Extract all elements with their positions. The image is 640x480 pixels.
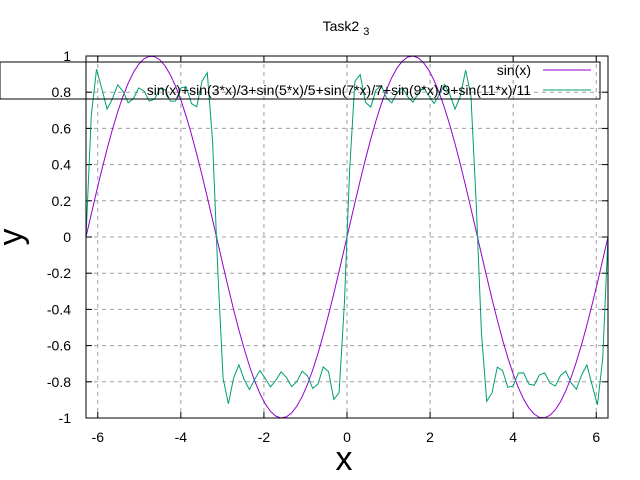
series-layer: [85, 55, 609, 419]
x-tick-label: -4: [175, 429, 188, 445]
y-tick-label: 0.2: [52, 193, 72, 209]
chart-title: Task2 3: [323, 18, 370, 38]
y-axis-label: y: [0, 229, 30, 246]
grid-lines: [86, 56, 608, 418]
x-axis-label: x: [336, 440, 353, 478]
y-tick-label: -0.8: [47, 374, 71, 390]
plot-frame: [85, 55, 609, 419]
y-axis-ticks: -1 -0.8 -0.6 -0.4 -0.2 0 0.2 0.4 0.6 0.8 1: [47, 48, 608, 426]
y-tick-label: -0.6: [47, 338, 71, 354]
y-tick-label: -0.2: [47, 265, 71, 281]
x-tick-label: 4: [509, 429, 517, 445]
y-tick-label: 0.4: [52, 157, 72, 173]
legend-label-2: sin(x)+sin(3*x)/3+sin(5*x)/5+sin(7*x)/7+…: [147, 82, 531, 98]
legend: sin(x) sin(x)+sin(3*x)/3+sin(5*x)/5+sin(7…: [0, 61, 601, 100]
y-tick-label: -0.4: [47, 301, 71, 317]
y-tick-label: 0.8: [52, 84, 72, 100]
x-tick-label: -6: [92, 429, 105, 445]
x-tick-label: 6: [592, 429, 600, 445]
x-tick-label: 0: [343, 429, 351, 445]
series-line-2: [85, 69, 609, 405]
x-tick-label: -2: [258, 429, 271, 445]
y-tick-label: 1: [63, 48, 71, 64]
y-tick-label: 0.6: [52, 120, 72, 136]
y-tick-label: -1: [59, 410, 72, 426]
x-axis-ticks: -6 -4 -2 0 2 4 6: [92, 56, 600, 445]
y-tick-label: 0: [63, 229, 71, 245]
legend-label-1: sin(x): [497, 62, 531, 78]
x-tick-label: 2: [426, 429, 434, 445]
legend-box: [0, 61, 601, 100]
